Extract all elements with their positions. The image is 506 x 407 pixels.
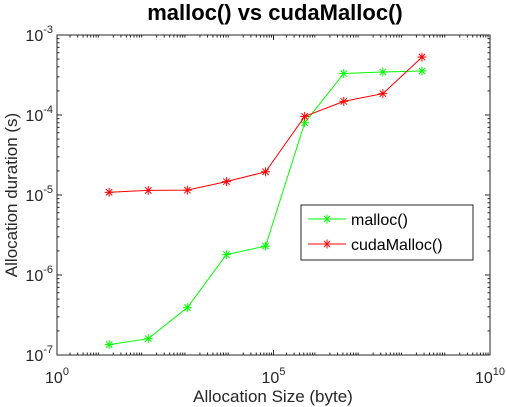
legend-entry-malloc: malloc() [308,212,408,229]
y-tick-label: 10-7 [25,344,53,365]
data-point-malloc [378,67,388,77]
legend: malloc() cudaMalloc() [300,204,474,261]
legend-label: malloc() [351,212,408,229]
data-point-malloc [300,118,310,128]
data-point-malloc [261,241,271,251]
legend-marker [322,214,332,224]
x-tick-label: 100 [45,366,69,387]
x-tick-label: 105 [262,366,286,387]
x-axis-label: Allocation Size (byte) [193,387,353,406]
data-point-cudamalloc [261,167,271,177]
data-point-malloc [221,250,231,260]
data-point-malloc [417,66,427,76]
data-point-cudamalloc [104,187,114,197]
y-tick-label: 10-3 [25,24,53,45]
y-tick-label: 10-5 [25,184,53,205]
data-point-cudamalloc [378,89,388,99]
legend-entry-cudamalloc: cudaMalloc() [308,237,443,254]
data-point-malloc [339,69,349,79]
plot-area [56,34,491,356]
data-point-cudamalloc [300,111,310,121]
data-point-malloc [143,334,153,344]
legend-label: cudaMalloc() [351,237,443,254]
legend-marker [322,239,332,249]
y-tick-label: 10-6 [25,264,53,285]
series-layer [104,52,427,350]
y-tick-label: 10-4 [25,104,53,125]
data-point-cudamalloc [182,185,192,195]
data-point-cudamalloc [339,96,349,106]
y-axis-label: Allocation duration (s) [2,113,21,277]
data-point-cudamalloc [143,185,153,195]
data-point-malloc [104,340,114,350]
data-point-malloc [182,303,192,313]
data-point-cudamalloc [221,177,231,187]
legend-box [300,204,474,261]
axis-ticks: 100 105 1010 10-7 10-6 10-5 10-4 10-3 [25,24,505,387]
data-point-cudamalloc [417,52,427,62]
chart-title: malloc() vs cudaMalloc() [147,0,403,25]
x-tick-label: 1010 [475,366,505,387]
